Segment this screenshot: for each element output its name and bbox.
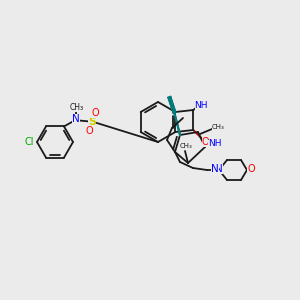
Text: N: N	[215, 164, 223, 174]
Text: O: O	[85, 126, 93, 136]
Text: O: O	[202, 137, 209, 147]
Text: CH₃: CH₃	[212, 124, 224, 130]
Text: CH₃: CH₃	[180, 143, 192, 149]
Text: O: O	[91, 108, 99, 118]
Text: NH: NH	[208, 140, 222, 148]
Text: O: O	[247, 164, 255, 174]
Text: S: S	[88, 117, 96, 128]
Text: CH₃: CH₃	[70, 103, 84, 112]
Text: N: N	[211, 164, 219, 174]
Text: Cl: Cl	[24, 137, 34, 147]
Text: NH: NH	[195, 100, 208, 109]
Text: N: N	[72, 114, 80, 124]
